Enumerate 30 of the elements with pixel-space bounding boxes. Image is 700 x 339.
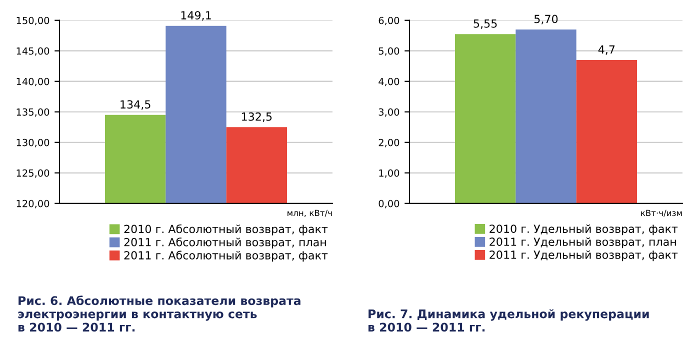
y-tick-label: 150,00 xyxy=(16,16,50,26)
y-tick-label: 3,00 xyxy=(378,108,400,117)
y-tick-label: 4,00 xyxy=(378,78,400,86)
legend-label: 2011 г. Абсолютный возврат, факт xyxy=(124,250,328,262)
data-label: 4,7 xyxy=(598,45,615,55)
y-tick-label: 145,00 xyxy=(16,47,50,56)
data-label: 5,70 xyxy=(534,14,558,24)
legend-label: 2010 г. Удельный возврат, факт xyxy=(490,224,678,236)
legend-label: 2010 г. Абсолютный возврат, факт xyxy=(124,224,328,236)
y-tick-label: 2,00 xyxy=(378,138,400,148)
data-label: 134,5 xyxy=(120,100,150,110)
text: Рис. 7. Динамика удельной рекуперации в 2010 — 2011 гг. xyxy=(368,309,649,332)
data-label: 149,1 xyxy=(181,11,211,21)
text: Рис. 6. Абсолютные показатели возврата электроэнергии в контактную сеть в 2010 — 2011 гг. xyxy=(18,296,300,332)
data-label: 132,5 xyxy=(242,112,272,122)
legend-label: 2011 г. Удельный возврат, факт xyxy=(490,250,678,262)
y-tick-label: 120,00 xyxy=(16,200,50,208)
data-label: 5,55 xyxy=(474,19,497,29)
legend-label: 2011 г. Удельный возврат, план xyxy=(490,237,676,248)
legend-label: 2011 г. Абсолютный возврат, план xyxy=(124,238,326,248)
y-tick-label: 125,00 xyxy=(16,169,50,178)
y-tick-label: 135,00 xyxy=(16,108,50,117)
y-tick-label: 130,00 xyxy=(16,138,50,148)
y-tick-label: 140,00 xyxy=(16,78,50,86)
x-axis-title: кВт·ч/изм xyxy=(641,210,682,217)
y-tick-label: 0,00 xyxy=(378,200,400,208)
x-axis-title: млн, кВт/ч xyxy=(288,210,332,217)
y-tick-label: 6,00 xyxy=(378,16,400,26)
y-tick-label: 5,00 xyxy=(378,47,400,56)
y-tick-label: 1,00 xyxy=(379,169,400,178)
